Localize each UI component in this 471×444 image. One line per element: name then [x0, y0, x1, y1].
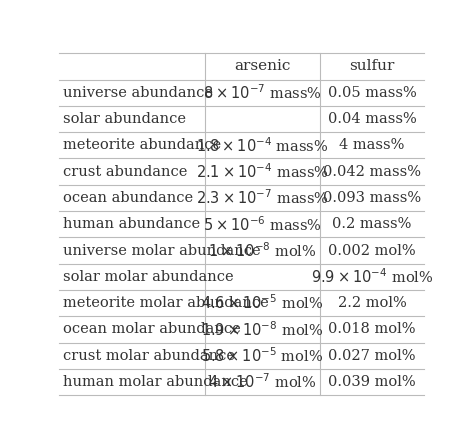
Text: sulfur: sulfur [349, 59, 395, 73]
Text: 0.002 mol%: 0.002 mol% [328, 243, 416, 258]
Text: $1\times10^{-8}$ mol%: $1\times10^{-8}$ mol% [208, 241, 317, 260]
Text: 0.05 mass%: 0.05 mass% [327, 86, 416, 100]
Text: 4 mass%: 4 mass% [339, 139, 405, 152]
Text: 0.04 mass%: 0.04 mass% [327, 112, 416, 126]
Text: $5\times10^{-6}$ mass%: $5\times10^{-6}$ mass% [203, 215, 322, 234]
Text: solar abundance: solar abundance [63, 112, 186, 126]
Text: ocean abundance: ocean abundance [63, 191, 194, 205]
Text: $1.9\times10^{-8}$ mol%: $1.9\times10^{-8}$ mol% [201, 320, 324, 339]
Text: $2.3\times10^{-7}$ mass%: $2.3\times10^{-7}$ mass% [196, 189, 329, 207]
Text: ocean molar abundance: ocean molar abundance [63, 322, 241, 337]
Text: 0.093 mass%: 0.093 mass% [323, 191, 421, 205]
Text: meteorite molar abundance: meteorite molar abundance [63, 296, 269, 310]
Text: meteorite abundance: meteorite abundance [63, 139, 221, 152]
Text: human abundance: human abundance [63, 217, 200, 231]
Text: $8\times10^{-7}$ mass%: $8\times10^{-7}$ mass% [203, 83, 322, 102]
Text: arsenic: arsenic [234, 59, 291, 73]
Text: 0.2 mass%: 0.2 mass% [332, 217, 412, 231]
Text: $1.8\times10^{-4}$ mass%: $1.8\times10^{-4}$ mass% [196, 136, 329, 155]
Text: 0.018 mol%: 0.018 mol% [328, 322, 415, 337]
Text: universe abundance: universe abundance [63, 86, 213, 100]
Text: crust abundance: crust abundance [63, 165, 187, 178]
Text: universe molar abundance: universe molar abundance [63, 243, 261, 258]
Text: $5.8\times10^{-5}$ mol%: $5.8\times10^{-5}$ mol% [201, 346, 324, 365]
Text: $4.6\times10^{-5}$ mol%: $4.6\times10^{-5}$ mol% [201, 294, 324, 313]
Text: 2.2 mol%: 2.2 mol% [338, 296, 406, 310]
Text: crust molar abundance: crust molar abundance [63, 349, 235, 363]
Text: $4\times10^{-7}$ mol%: $4\times10^{-7}$ mol% [208, 373, 317, 391]
Text: $2.1\times10^{-4}$ mass%: $2.1\times10^{-4}$ mass% [196, 162, 329, 181]
Text: solar molar abundance: solar molar abundance [63, 270, 234, 284]
Text: 0.042 mass%: 0.042 mass% [323, 165, 421, 178]
Text: 0.027 mol%: 0.027 mol% [328, 349, 415, 363]
Text: 0.039 mol%: 0.039 mol% [328, 375, 416, 389]
Text: $9.9\times10^{-4}$ mol%: $9.9\times10^{-4}$ mol% [310, 267, 433, 286]
Text: human molar abundance: human molar abundance [63, 375, 248, 389]
